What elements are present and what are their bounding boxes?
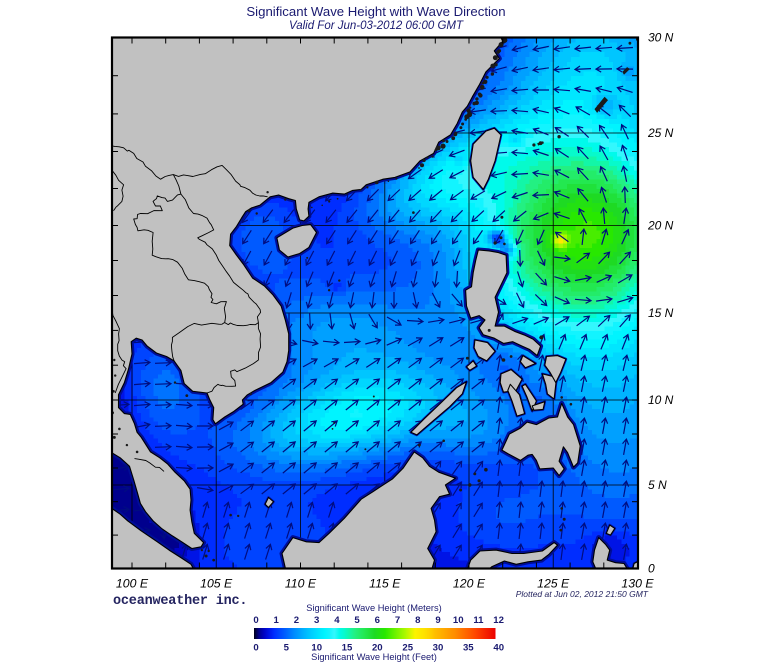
svg-text:12: 12: [493, 615, 504, 626]
svg-text:7: 7: [395, 615, 400, 626]
svg-text:1: 1: [274, 615, 280, 626]
svg-text:15: 15: [342, 643, 353, 654]
svg-text:0: 0: [253, 643, 258, 654]
svg-text:Significant Wave Height with W: Significant Wave Height with Wave Direct…: [246, 4, 505, 19]
svg-text:30: 30: [433, 643, 444, 654]
svg-text:105 E: 105 E: [200, 577, 233, 591]
svg-text:8: 8: [415, 615, 421, 626]
svg-text:3: 3: [314, 615, 319, 626]
svg-text:9: 9: [435, 615, 440, 626]
svg-text:0: 0: [648, 562, 655, 576]
svg-text:5: 5: [354, 615, 360, 626]
svg-text:10 N: 10 N: [648, 393, 674, 407]
svg-text:Valid For Jun-03-2012 06:00 GM: Valid For Jun-03-2012 06:00 GMT: [289, 20, 464, 32]
svg-text:Significant Wave Height (Meter: Significant Wave Height (Meters): [306, 603, 442, 613]
svg-text:4: 4: [334, 615, 340, 626]
svg-text:11: 11: [473, 615, 484, 626]
svg-text:100 E: 100 E: [116, 577, 149, 591]
svg-text:5: 5: [284, 643, 290, 654]
svg-text:Significant Wave Height (Feet): Significant Wave Height (Feet): [311, 652, 437, 662]
svg-text:15 N: 15 N: [648, 306, 674, 320]
svg-text:30 N: 30 N: [648, 31, 674, 45]
svg-text:25: 25: [402, 643, 413, 654]
svg-text:115 E: 115 E: [369, 577, 401, 591]
svg-text:5 N: 5 N: [648, 478, 667, 492]
svg-text:10: 10: [453, 615, 464, 626]
svg-text:20: 20: [372, 643, 383, 654]
svg-text:40: 40: [493, 643, 504, 654]
svg-text:10: 10: [311, 643, 322, 654]
svg-text:125 E: 125 E: [537, 577, 570, 591]
svg-text:oceanweather inc.: oceanweather inc.: [113, 594, 247, 609]
svg-text:130 E: 130 E: [621, 577, 654, 591]
svg-text:20 N: 20 N: [647, 219, 674, 233]
svg-text:120 E: 120 E: [453, 577, 486, 591]
svg-text:35: 35: [463, 643, 474, 654]
svg-text:Plotted at Jun 02, 2012 21:50: Plotted at Jun 02, 2012 21:50 GMT: [516, 589, 649, 599]
svg-text:110 E: 110 E: [285, 577, 317, 591]
svg-text:6: 6: [375, 615, 380, 626]
svg-text:2: 2: [294, 615, 299, 626]
svg-text:0: 0: [253, 615, 258, 626]
svg-text:25 N: 25 N: [647, 126, 674, 140]
